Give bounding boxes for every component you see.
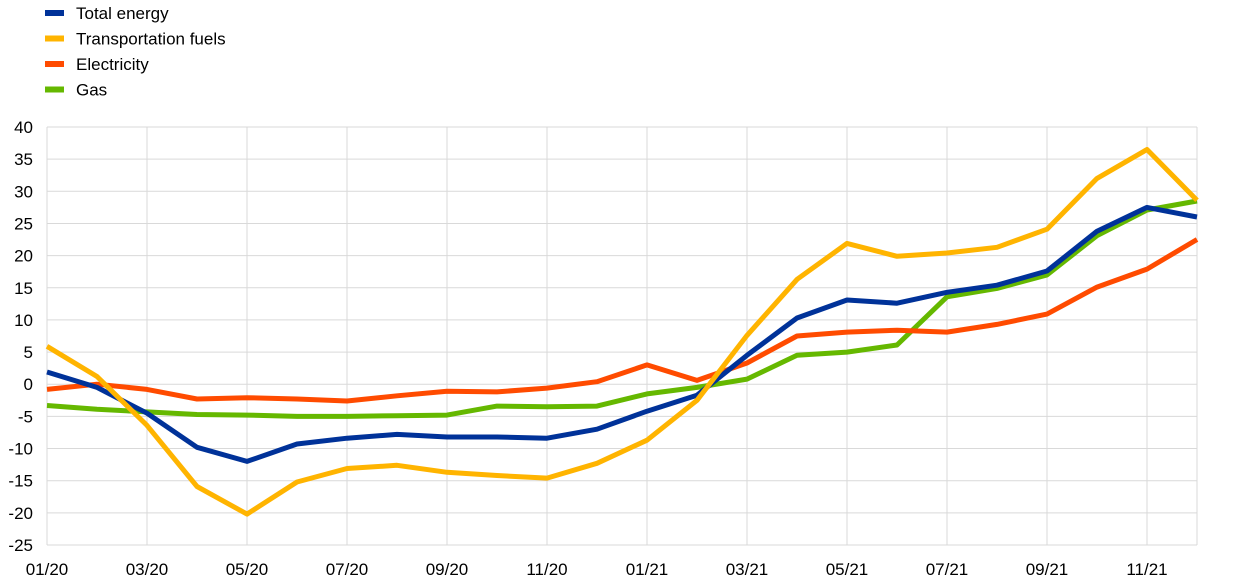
legend-swatch [45, 35, 64, 42]
legend-label: Total energy [76, 4, 169, 23]
x-tick-label: 11/20 [526, 560, 567, 579]
legend-swatch [45, 61, 64, 67]
y-tick-label: 30 [14, 182, 33, 201]
legend: Total energy Transportation fuels Electric… [45, 4, 226, 100]
legend-swatch [45, 10, 64, 16]
y-tick-label: 25 [14, 214, 33, 233]
y-tick-label: 10 [14, 311, 33, 330]
y-tick-label: 15 [14, 279, 33, 298]
x-axis: 01/20 03/20 05/20 07/20 09/20 11/20 01/21 03/21… [26, 560, 1168, 579]
legend-swatch [45, 86, 64, 93]
legend-label: Transportation fuels [76, 30, 226, 49]
x-tick-label: 01/20 [26, 560, 69, 579]
y-tick-label: 0 [24, 375, 33, 394]
legend-label: Electricity [76, 55, 149, 74]
y-axis: 40 35 30 25 20 15 10 5 0 -5 -10 -15 -20 -25 [8, 118, 33, 555]
x-tick-label: 09/21 [1026, 560, 1069, 579]
series-lines [45, 147, 1199, 517]
y-tick-label: -10 [8, 440, 33, 459]
x-tick-label: 03/21 [726, 560, 769, 579]
y-tick-label: -25 [8, 536, 33, 555]
x-tick-label: 05/21 [826, 560, 869, 579]
y-tick-label: -20 [8, 504, 33, 523]
y-tick-label: -15 [8, 472, 33, 491]
series-line-electricity [46, 237, 1199, 404]
y-tick-label: 35 [14, 150, 33, 169]
series-line-transportation-fuels [45, 147, 1199, 517]
x-tick-label: 11/21 [1126, 560, 1167, 579]
x-tick-label: 09/20 [426, 560, 469, 579]
x-tick-label: 03/20 [126, 560, 169, 579]
y-tick-label: 5 [24, 343, 33, 362]
y-tick-label: -5 [18, 407, 33, 426]
x-tick-label: 07/21 [926, 560, 969, 579]
grid [46, 126, 1198, 546]
legend-label: Gas [76, 81, 107, 100]
series-line-gas [46, 198, 1198, 419]
x-tick-label: 05/20 [226, 560, 269, 579]
x-tick-label: 01/21 [626, 560, 669, 579]
x-tick-label: 07/20 [326, 560, 369, 579]
y-tick-label: 40 [14, 118, 33, 137]
y-tick-label: 20 [14, 247, 33, 266]
series-line-total-energy [46, 204, 1198, 464]
